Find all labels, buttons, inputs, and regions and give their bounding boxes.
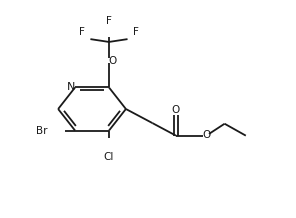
- Text: O: O: [108, 56, 117, 66]
- Text: Cl: Cl: [104, 152, 114, 162]
- Text: F: F: [106, 16, 112, 26]
- Text: F: F: [79, 27, 84, 37]
- Text: O: O: [172, 105, 180, 115]
- Text: O: O: [202, 129, 210, 140]
- Text: Br: Br: [36, 126, 48, 136]
- Text: N: N: [67, 82, 75, 92]
- Text: F: F: [133, 27, 139, 37]
